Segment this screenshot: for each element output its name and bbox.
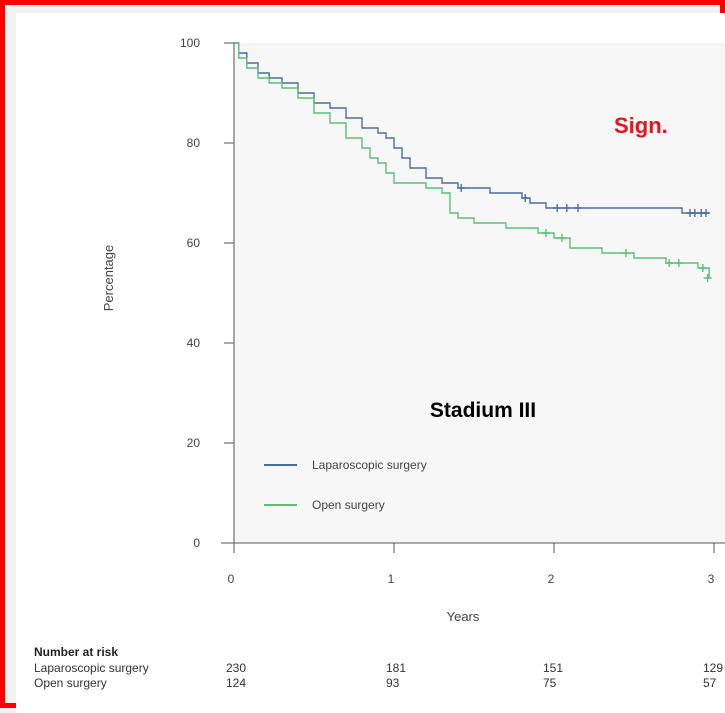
y-tick-label: 0 <box>193 536 200 550</box>
risk-value: 75 <box>543 676 557 690</box>
risk-row-label-laparoscopic: Laparoscopic surgery <box>34 661 149 675</box>
censor-mark <box>521 194 530 202</box>
figure-panel: 0 20 40 60 80 100 0 1 2 3 Percentage Years Sign.… <box>16 13 725 713</box>
risk-value: 151 <box>543 661 563 675</box>
censor-mark <box>702 209 710 217</box>
censor-mark <box>562 204 571 212</box>
plot-background <box>234 43 725 543</box>
censor-mark <box>574 204 582 212</box>
x-axis-label: Years <box>447 609 480 624</box>
legend-label-open: Open surgery <box>312 498 385 512</box>
censor-mark <box>703 274 712 282</box>
risk-value: 57 <box>703 676 717 690</box>
y-tick-label: 100 <box>180 36 200 50</box>
risk-value: 181 <box>386 661 406 675</box>
censor-mark <box>457 184 466 192</box>
legend: Laparoscopic surgery Open surgery <box>264 458 427 512</box>
survival-curve-open <box>234 42 710 278</box>
x-tick-label: 2 <box>548 572 555 586</box>
risk-value: 230 <box>226 661 246 675</box>
risk-table-title: Number at risk <box>34 645 118 659</box>
censor-mark <box>665 259 674 267</box>
censor-mark <box>542 229 550 237</box>
chart-title: Stadium III <box>430 399 536 422</box>
censor-mark <box>553 204 562 212</box>
censor-mark <box>674 259 683 267</box>
censor-mark <box>558 234 566 242</box>
risk-row-label-open: Open surgery <box>34 676 107 690</box>
y-tick-label: 40 <box>187 336 201 350</box>
x-tick-label: 3 <box>708 572 715 586</box>
risk-value: 93 <box>386 676 400 690</box>
censor-mark <box>622 249 630 257</box>
censor-mark <box>698 264 707 272</box>
legend-label-laparoscopic: Laparoscopic surgery <box>312 458 427 472</box>
x-tick-label: 0 <box>228 572 235 586</box>
survival-curve-laparoscopic <box>234 42 710 214</box>
y-tick-label: 20 <box>187 436 201 450</box>
y-tick-label: 60 <box>187 236 201 250</box>
risk-table: Number at risk Laparoscopic surgery Open… <box>34 645 723 690</box>
y-tick-label: 80 <box>187 136 201 150</box>
y-axis-label: Percentage <box>101 245 116 312</box>
risk-value: 129 <box>703 661 723 675</box>
x-tick-label: 1 <box>388 572 395 586</box>
risk-value: 124 <box>226 676 246 690</box>
significance-annotation: Sign. <box>614 113 668 138</box>
survival-chart: 0 20 40 60 80 100 0 1 2 3 Percentage Years Sign.… <box>34 36 725 690</box>
